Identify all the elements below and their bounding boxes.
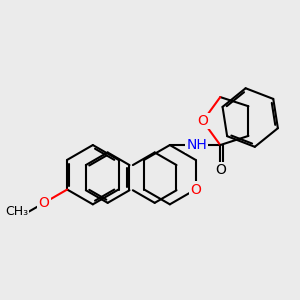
Text: O: O — [190, 182, 201, 197]
Text: NH: NH — [186, 138, 207, 152]
Text: O: O — [197, 114, 208, 128]
Text: O: O — [215, 163, 226, 177]
Text: O: O — [39, 196, 50, 210]
Text: CH₃: CH₃ — [5, 205, 29, 218]
